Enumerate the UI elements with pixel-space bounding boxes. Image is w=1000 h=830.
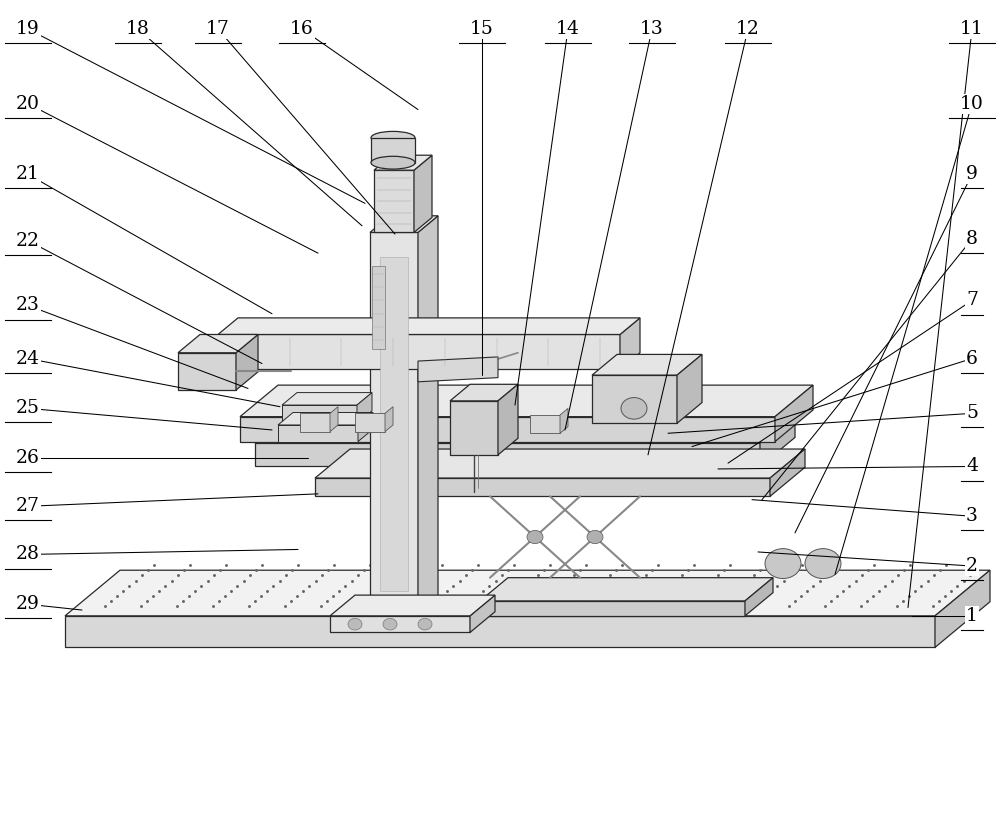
Text: 3: 3 <box>966 507 978 525</box>
Polygon shape <box>357 393 372 423</box>
Circle shape <box>765 549 801 579</box>
Polygon shape <box>330 616 470 632</box>
Polygon shape <box>355 413 385 432</box>
Polygon shape <box>315 449 805 478</box>
Polygon shape <box>65 616 935 647</box>
Polygon shape <box>385 407 393 432</box>
Text: 12: 12 <box>736 20 760 38</box>
Text: 18: 18 <box>126 20 150 38</box>
Text: 9: 9 <box>966 165 978 183</box>
Polygon shape <box>278 425 358 442</box>
Polygon shape <box>358 413 373 442</box>
Polygon shape <box>498 384 518 455</box>
Polygon shape <box>450 401 498 455</box>
Circle shape <box>383 618 397 630</box>
Polygon shape <box>300 413 330 432</box>
Polygon shape <box>330 595 495 616</box>
Polygon shape <box>178 353 236 390</box>
Polygon shape <box>330 407 338 432</box>
Polygon shape <box>218 318 640 334</box>
Polygon shape <box>374 170 414 232</box>
Text: 2: 2 <box>966 557 978 575</box>
Text: 1: 1 <box>966 607 978 625</box>
Circle shape <box>418 618 432 630</box>
Polygon shape <box>240 385 813 417</box>
Polygon shape <box>770 449 805 496</box>
Ellipse shape <box>371 156 415 169</box>
Text: 16: 16 <box>290 20 314 38</box>
Text: 19: 19 <box>16 20 40 38</box>
Text: 22: 22 <box>16 232 40 250</box>
Polygon shape <box>418 357 498 382</box>
Ellipse shape <box>371 131 415 144</box>
Polygon shape <box>315 478 770 496</box>
Text: 25: 25 <box>16 399 40 417</box>
Polygon shape <box>282 405 357 423</box>
Text: 26: 26 <box>16 449 40 467</box>
Polygon shape <box>480 601 745 616</box>
Polygon shape <box>677 354 702 423</box>
Polygon shape <box>370 232 418 616</box>
Text: 20: 20 <box>16 95 40 113</box>
Polygon shape <box>278 413 373 425</box>
Text: 29: 29 <box>16 595 40 613</box>
Text: 11: 11 <box>960 20 984 38</box>
Polygon shape <box>178 334 258 353</box>
Text: 6: 6 <box>966 349 978 368</box>
Polygon shape <box>935 570 990 647</box>
Text: 8: 8 <box>966 230 978 248</box>
Polygon shape <box>530 415 560 433</box>
Circle shape <box>587 530 603 544</box>
Polygon shape <box>560 408 568 433</box>
Circle shape <box>805 549 841 579</box>
Text: 13: 13 <box>640 20 664 38</box>
Polygon shape <box>380 257 408 591</box>
Text: 24: 24 <box>16 349 40 368</box>
Polygon shape <box>745 578 773 616</box>
Polygon shape <box>371 138 415 163</box>
Polygon shape <box>65 570 990 616</box>
Polygon shape <box>255 414 795 443</box>
Text: 10: 10 <box>960 95 984 113</box>
Text: 23: 23 <box>16 296 40 315</box>
Text: 17: 17 <box>206 20 230 38</box>
Polygon shape <box>480 578 773 601</box>
Text: 7: 7 <box>966 291 978 310</box>
Polygon shape <box>450 384 518 401</box>
Text: 4: 4 <box>966 457 978 476</box>
Text: 5: 5 <box>966 404 978 422</box>
Polygon shape <box>592 354 702 375</box>
Text: 27: 27 <box>16 497 40 515</box>
Text: 21: 21 <box>16 165 40 183</box>
Text: 28: 28 <box>16 545 40 564</box>
Circle shape <box>348 618 362 630</box>
Polygon shape <box>218 334 620 369</box>
Polygon shape <box>372 266 385 349</box>
Polygon shape <box>620 318 640 369</box>
Polygon shape <box>370 216 438 232</box>
Polygon shape <box>470 595 495 632</box>
Circle shape <box>527 530 543 544</box>
Text: 15: 15 <box>470 20 494 38</box>
Polygon shape <box>282 393 372 405</box>
Polygon shape <box>592 375 677 423</box>
Polygon shape <box>418 216 438 616</box>
Polygon shape <box>414 155 432 232</box>
Polygon shape <box>240 417 775 442</box>
Polygon shape <box>760 414 795 466</box>
Polygon shape <box>374 155 432 170</box>
Polygon shape <box>236 334 258 390</box>
Text: 14: 14 <box>556 20 580 38</box>
Polygon shape <box>255 443 760 466</box>
Circle shape <box>621 398 647 419</box>
Polygon shape <box>775 385 813 442</box>
